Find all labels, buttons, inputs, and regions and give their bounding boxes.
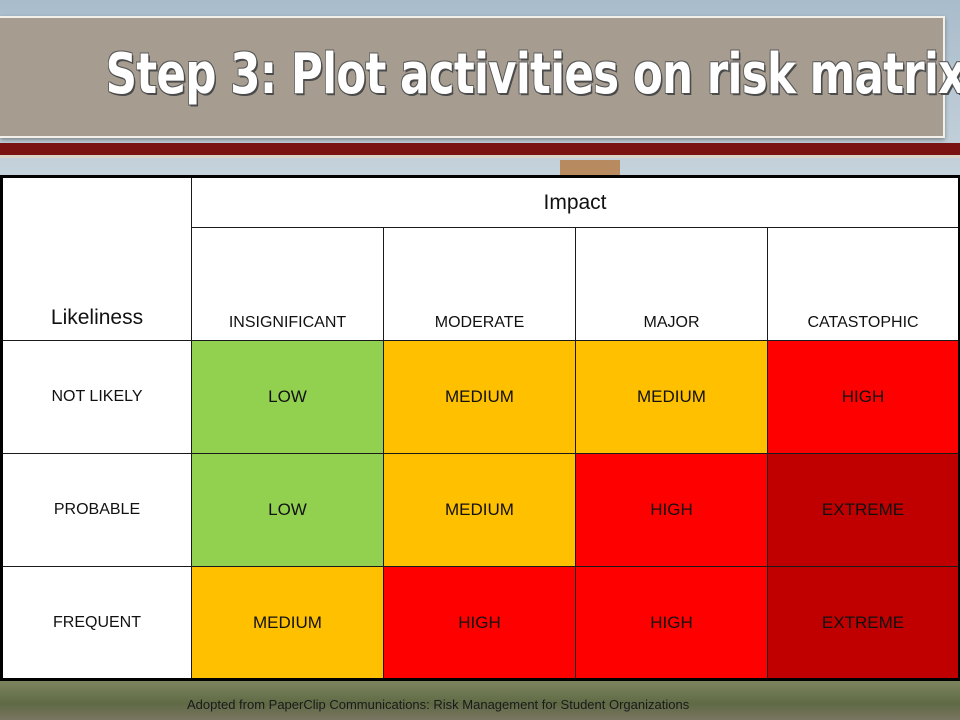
risk-cell: LOW (191, 340, 384, 454)
impact-header-row: Likeliness Impact (1, 176, 960, 341)
accent-stripe (0, 143, 960, 155)
risk-cell: HIGH (575, 566, 768, 680)
risk-cell: EXTREME (766, 453, 960, 567)
row-label-not-likely: NOT LIKELY (1, 340, 192, 454)
risk-matrix-table: Likeliness Impact INSIGNIFICANT MODERATE… (0, 175, 960, 681)
risk-cell: LOW (191, 453, 384, 567)
background-ground (0, 680, 960, 720)
risk-cell: HIGH (766, 340, 960, 454)
likeliness-header: Likeliness (1, 176, 192, 341)
risk-cell: EXTREME (766, 566, 960, 680)
slide-title: Step 3: Plot activities on risk matrix (105, 42, 960, 107)
impact-level-catastrophic: CATASTOPHIC (766, 227, 960, 341)
accent-stripe-thin (0, 155, 960, 158)
risk-cell: HIGH (383, 566, 576, 680)
impact-header: Impact (190, 176, 960, 228)
source-footnote: Adopted from PaperClip Communications: R… (187, 697, 690, 712)
risk-cell: MEDIUM (383, 453, 576, 567)
risk-cell: MEDIUM (575, 340, 768, 454)
risk-cell: MEDIUM (191, 566, 384, 680)
matrix-row-not-likely: NOT LIKELY LOW MEDIUM MEDIUM HIGH (1, 340, 960, 454)
matrix-row-frequent: FREQUENT MEDIUM HIGH HIGH EXTREME (1, 566, 960, 680)
impact-level-insignificant: INSIGNIFICANT (191, 227, 384, 341)
title-banner (0, 16, 945, 138)
risk-cell: HIGH (575, 453, 768, 567)
row-label-frequent: FREQUENT (1, 566, 192, 680)
matrix-row-probable: PROBABLE LOW MEDIUM HIGH EXTREME (1, 453, 960, 567)
row-label-probable: PROBABLE (1, 453, 192, 567)
impact-level-moderate: MODERATE (383, 227, 576, 341)
risk-cell: MEDIUM (383, 340, 576, 454)
impact-level-major: MAJOR (575, 227, 768, 341)
